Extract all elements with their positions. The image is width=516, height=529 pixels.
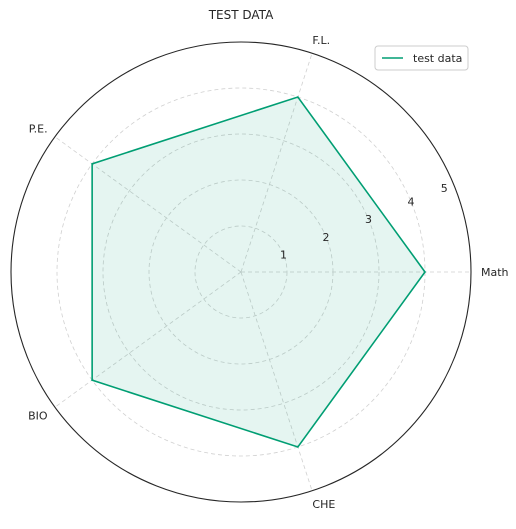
spoke-che <box>240 271 313 491</box>
radial-ticks: 1 2 3 4 5 <box>280 182 448 262</box>
category-label: F.L. <box>312 34 330 47</box>
legend-box <box>374 45 469 71</box>
data-point-f-l <box>297 96 299 98</box>
radar-frame <box>10 41 472 503</box>
data-point-bio <box>91 379 93 381</box>
grid-ring <box>102 133 380 411</box>
legend-label: test data <box>413 52 462 65</box>
legend: test data <box>374 45 469 71</box>
data-point-p-e <box>91 163 93 165</box>
radial-tick-label: 5 <box>441 182 448 195</box>
data-point-math <box>424 271 426 273</box>
radial-tick-label: 4 <box>407 196 414 209</box>
data-point-che <box>297 446 299 448</box>
chart-title: TEST DATA <box>208 8 274 22</box>
radial-tick-label: 3 <box>365 213 372 226</box>
category-label: Math <box>481 266 509 279</box>
spoke-f-l <box>240 53 313 273</box>
category-label: P.E. <box>29 123 48 136</box>
spoke-bio <box>54 271 242 408</box>
category-label: BIO <box>28 409 48 422</box>
radial-tick-label: 2 <box>322 231 329 244</box>
radar-spokes <box>54 53 471 491</box>
spoke-p-e <box>54 136 242 273</box>
radar-series <box>91 96 426 448</box>
category-label: CHE <box>312 498 335 511</box>
category-labels: Math F.L. P.E. BIO CHE <box>28 34 508 511</box>
radial-tick-label: 1 <box>280 248 287 261</box>
series-area <box>91 96 426 448</box>
